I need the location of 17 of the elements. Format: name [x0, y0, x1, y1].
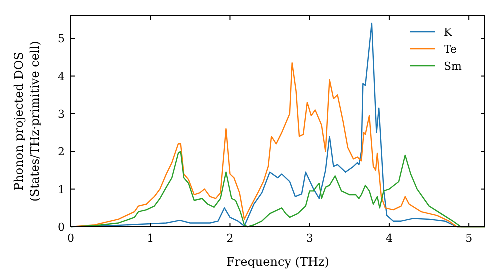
x-tick-label: 1 — [147, 232, 154, 245]
y-tick-label: 2 — [58, 146, 65, 159]
x-tick-label: 2 — [226, 232, 234, 245]
x-tick-label: 3 — [306, 232, 314, 245]
y-tick-label: 5 — [58, 32, 65, 46]
x-axis-title: Frequency (THz) — [226, 255, 330, 269]
y-axis-title: Phonon projected DOS (States/THz·primitive cell) — [12, 41, 42, 202]
y-tick-label: 1 — [58, 183, 65, 196]
x-tick-label: 5 — [466, 232, 473, 245]
legend-label: Te — [444, 43, 457, 56]
y-tick-label: 4 — [58, 70, 65, 84]
x-tick-label: 0 — [68, 232, 74, 245]
legend-label: Sm — [444, 60, 463, 73]
legend-label: K — [444, 26, 453, 39]
x-tick-label: 4 — [386, 232, 393, 245]
y-tick-label: 0 — [58, 221, 65, 234]
y-tick-label: 3 — [58, 108, 65, 121]
